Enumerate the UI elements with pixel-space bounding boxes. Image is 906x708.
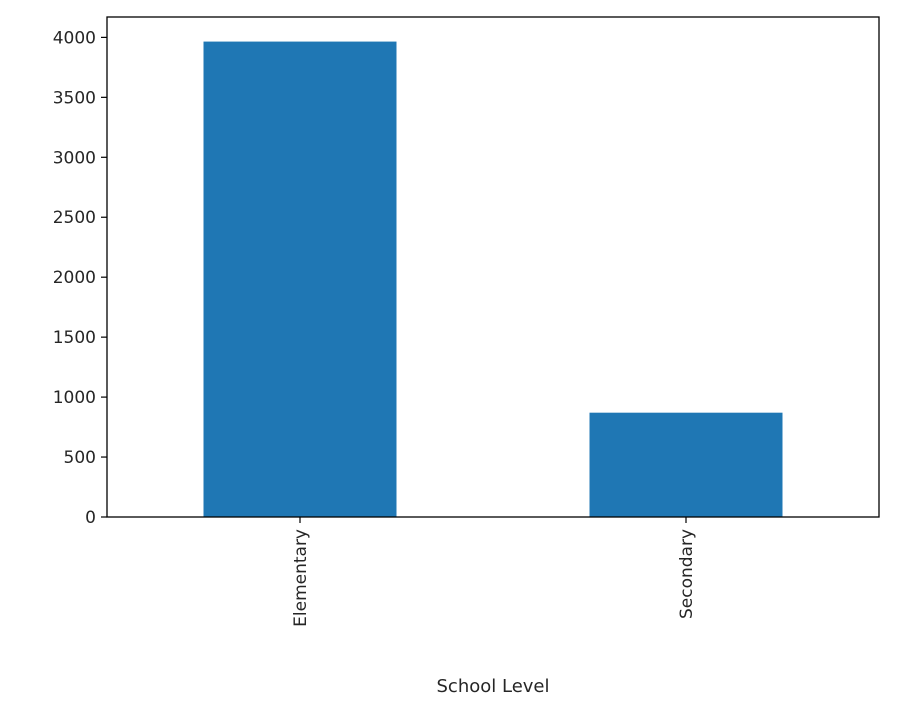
y-tick-label: 1500	[53, 328, 96, 348]
y-tick-label: 2500	[53, 208, 96, 228]
plot-frame	[106, 16, 880, 518]
y-tick-label: 3500	[53, 88, 96, 108]
x-axis: Elementary Secondary	[291, 517, 697, 627]
bar-elementary	[203, 41, 397, 518]
x-tick-label-elementary: Elementary	[291, 529, 311, 627]
y-tick-label: 2000	[53, 268, 96, 288]
y-tick-label: 0	[85, 508, 96, 528]
y-axis: 0 500 1000 1500 2000 2500 3000 3500 4000	[53, 28, 107, 528]
bar-secondary	[589, 412, 783, 517]
bars-group	[203, 41, 783, 518]
y-tick-label: 1000	[53, 388, 96, 408]
y-tick-label: 500	[64, 448, 96, 468]
y-tick-label: 4000	[53, 28, 96, 48]
x-axis-title: School Level	[437, 676, 550, 697]
y-tick-label: 3000	[53, 148, 96, 168]
x-tick-label-secondary: Secondary	[677, 529, 697, 619]
